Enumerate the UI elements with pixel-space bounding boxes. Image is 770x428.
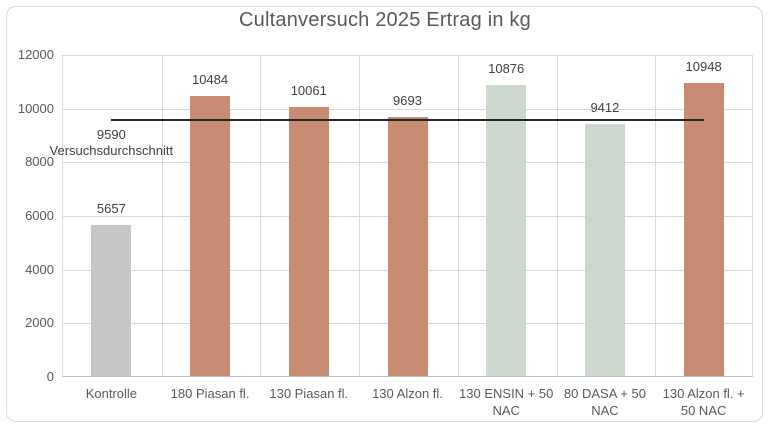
- gridline-vertical: [162, 56, 163, 376]
- y-axis-label: 2000: [25, 315, 54, 331]
- gridline-vertical: [557, 56, 558, 376]
- bar: [584, 124, 625, 376]
- bar-value-label: 9693: [393, 92, 422, 108]
- bar-value-label: 10948: [685, 59, 722, 75]
- x-axis-label: 130 Piasan fl.: [269, 386, 349, 401]
- bar-value-label: 5657: [96, 201, 126, 217]
- x-axis-label: 180 Piasan fl.: [170, 386, 250, 401]
- bar: [91, 225, 132, 376]
- bar-value-label: 10876: [488, 61, 525, 77]
- bar-value-label: 9412: [590, 100, 620, 116]
- bar: [190, 95, 231, 376]
- gridline-vertical: [458, 56, 459, 376]
- chart-title: Cultanversuch 2025 Ertrag in kg: [239, 9, 531, 31]
- y-axis-label: 6000: [25, 208, 54, 223]
- x-axis-label: 130 Alzon fl. + 50 NAC: [662, 386, 745, 418]
- average-line-name: Versuchsdurchschnitt: [49, 142, 174, 158]
- bar: [387, 116, 428, 376]
- y-axis-label: 0: [46, 369, 54, 384]
- bar: [288, 107, 329, 376]
- y-axis-label: 10000: [17, 100, 54, 116]
- average-line-label: 9590 Versuchsdurchschnitt: [36, 127, 186, 159]
- gridline-vertical: [260, 56, 261, 376]
- bar-value-label: 10061: [290, 83, 327, 99]
- y-axis-label: 8000: [25, 154, 54, 170]
- y-axis-label: 4000: [25, 261, 54, 277]
- gridline-vertical: [359, 56, 360, 376]
- bar: [683, 83, 724, 376]
- x-axis-label: 130 Alzon fl.: [372, 386, 443, 401]
- bar-value-label: 10484: [191, 71, 229, 87]
- gridline-horizontal: [63, 108, 752, 110]
- bar: [486, 85, 527, 376]
- gridline-vertical: [655, 56, 656, 376]
- x-axis-label: Kontrolle: [85, 386, 137, 401]
- x-axis-label: 130 ENSIN + 50 NAC: [459, 386, 554, 418]
- average-line-value: 9590: [96, 126, 126, 142]
- x-axis-label: 80 DASA + 50 NAC: [563, 386, 646, 418]
- average-line: [111, 118, 704, 121]
- y-axis-label: 12000: [17, 47, 54, 62]
